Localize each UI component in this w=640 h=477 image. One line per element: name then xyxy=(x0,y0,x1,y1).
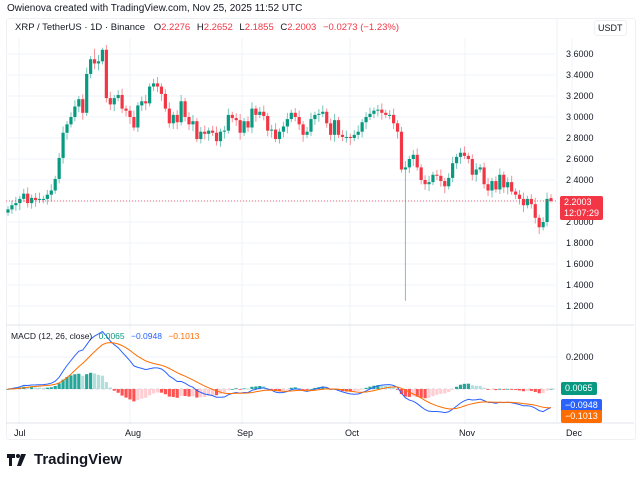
close-value: 2.2003 xyxy=(287,22,317,33)
symbol-title[interactable]: XRP / TetherUS · 1D · Binance xyxy=(15,22,146,33)
symbol-legend: XRP / TetherUS · 1D · Binance O2.2276 H2… xyxy=(15,22,399,33)
macd-signal-value: −0.1013 xyxy=(168,331,200,341)
macd-title: MACD (12, 26, close) xyxy=(11,331,93,341)
chart-caption: Owienova created with TradingView.com, N… xyxy=(7,3,303,14)
macd-signal-tag: −0.1013 xyxy=(561,410,602,423)
time-label-sep: Sep xyxy=(237,428,254,438)
svg-text:2.0000: 2.0000 xyxy=(566,217,594,227)
time-label-dec: Dec xyxy=(566,428,583,438)
svg-text:3.0000: 3.0000 xyxy=(566,112,594,122)
time-label-nov: Nov xyxy=(459,428,476,438)
bar-countdown: 12:07:29 xyxy=(564,208,600,218)
high-value: 2.2652 xyxy=(203,22,233,33)
svg-text:1.6000: 1.6000 xyxy=(566,259,594,269)
svg-text:1.4000: 1.4000 xyxy=(566,280,594,290)
svg-text:3.2000: 3.2000 xyxy=(566,91,594,101)
macd-line-tag: −0.0948 xyxy=(561,399,602,412)
svg-text:2.4000: 2.4000 xyxy=(566,175,594,185)
chart-frame xyxy=(6,18,636,440)
brand-name: TradingView xyxy=(34,451,123,468)
open-label: O xyxy=(153,22,162,33)
time-label-aug: Aug xyxy=(125,428,142,438)
last-price-value: 2.2003 xyxy=(564,197,592,207)
tradingview-logo-icon xyxy=(7,453,26,466)
svg-text:0.2000: 0.2000 xyxy=(566,352,594,362)
macd-legend[interactable]: MACD (12, 26, close) 0.0065 −0.0948 −0.1… xyxy=(11,331,199,341)
change-value: −0.0273 (−1.23%) xyxy=(322,22,400,33)
macd-histogram-tag: 0.0065 xyxy=(561,382,597,395)
time-label-oct: Oct xyxy=(345,428,360,438)
time-label-jul: Jul xyxy=(14,428,26,438)
macd-line-value: −0.0948 xyxy=(131,331,162,341)
currency-unit[interactable]: USDT xyxy=(594,20,627,36)
open-value: 2.2276 xyxy=(161,22,191,33)
last-price-tag: 2.2003 12:07:29 xyxy=(560,196,604,220)
low-label: L xyxy=(239,22,245,33)
svg-text:1.2000: 1.2000 xyxy=(566,301,594,311)
macd-histogram-value: 0.0065 xyxy=(98,331,125,341)
high-label: H xyxy=(196,22,204,33)
svg-text:2.6000: 2.6000 xyxy=(566,154,594,164)
svg-text:2.8000: 2.8000 xyxy=(566,133,594,143)
low-value: 2.1855 xyxy=(244,22,274,33)
svg-text:1.8000: 1.8000 xyxy=(566,238,594,248)
svg-text:3.6000: 3.6000 xyxy=(566,49,594,59)
close-label: C xyxy=(280,22,288,33)
tradingview-logo[interactable]: TradingView xyxy=(7,451,122,468)
svg-text:3.4000: 3.4000 xyxy=(566,70,594,80)
